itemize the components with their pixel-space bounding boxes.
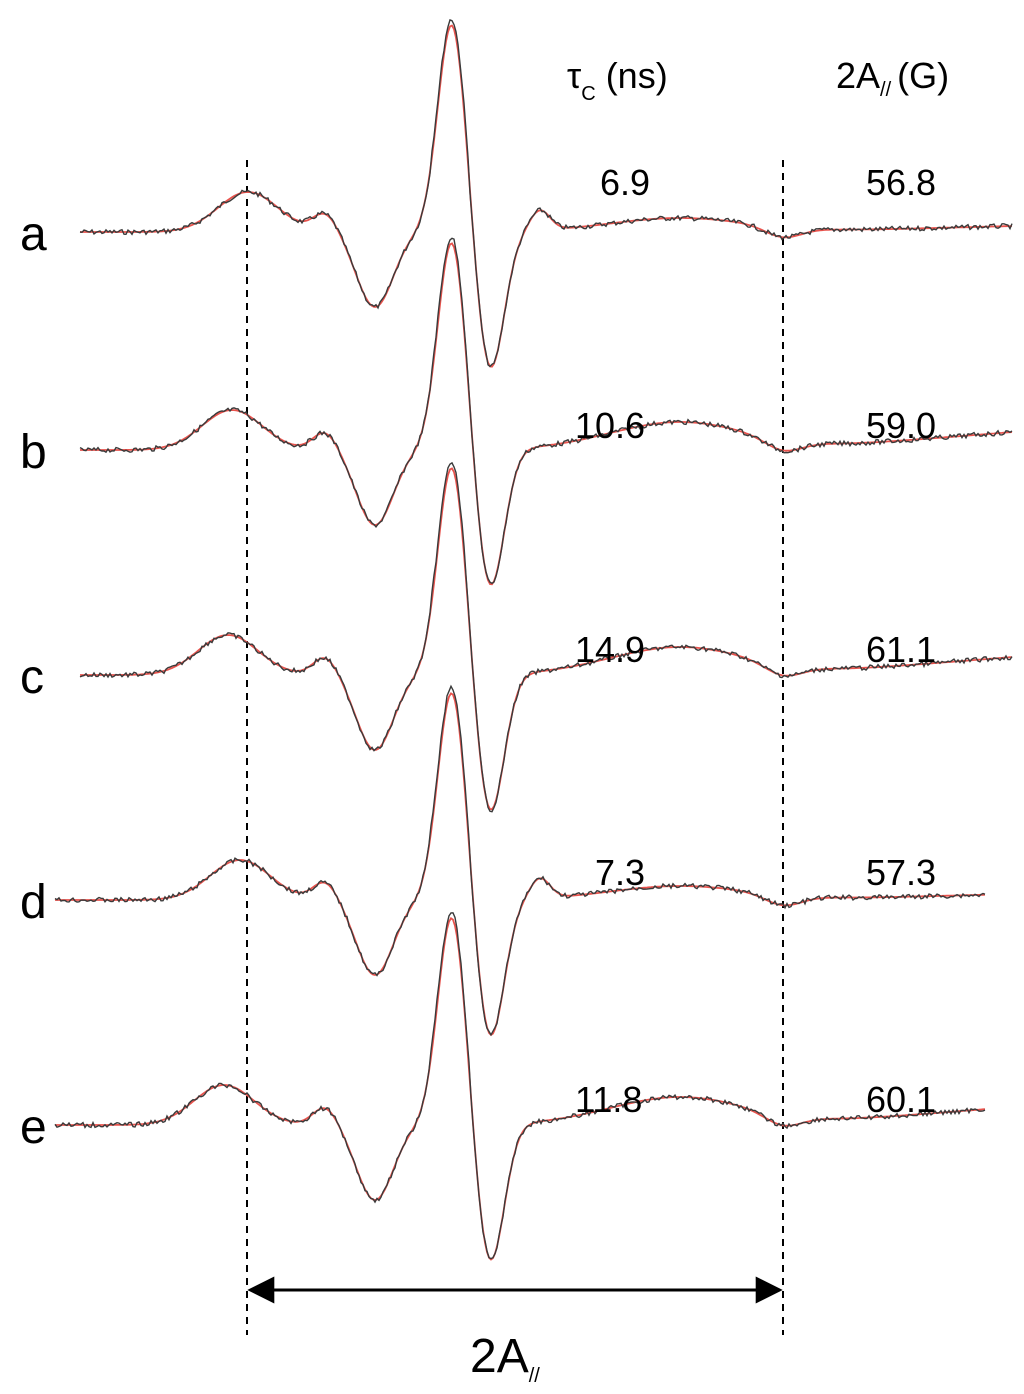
simulated-trace-e: [55, 917, 986, 1261]
two-a-subscript: //: [880, 79, 892, 101]
experimental-trace-c: [79, 461, 1013, 813]
tau-symbol: τ: [567, 55, 581, 96]
tau-c-value-e: 11.8: [575, 1079, 642, 1120]
spectrum-label-c: c: [20, 651, 44, 704]
spectrum-a: a 6.9 56.8: [20, 18, 1013, 368]
experimental-trace-a: [79, 18, 1013, 368]
simulated-trace-d: [55, 692, 986, 1037]
span-prefix: 2A: [470, 1330, 529, 1383]
spectrum-e: e 11.8 60.1: [20, 912, 986, 1261]
spectra-group: a 6.9 56.8 b 10.6 59.0 c 14.9 61.1 d 7.3 57.3 e 11.8 6…: [20, 18, 1013, 1261]
two-a-par-value-a: 56.8: [866, 162, 936, 203]
spectrum-b: b 10.6 59.0: [20, 237, 1013, 586]
spectrum-label-b: b: [20, 426, 47, 479]
two-a-par-value-d: 57.3: [866, 852, 936, 893]
span-subscript: //: [529, 1365, 541, 1387]
tau-c-value-d: 7.3: [595, 852, 645, 893]
two-a-unit: (G): [897, 55, 949, 96]
spectrum-c: c 14.9 61.1: [20, 461, 1013, 813]
spectrum-label-d: d: [20, 876, 47, 929]
tau-c-value-a: 6.9: [600, 162, 650, 203]
two-a-par-value-c: 61.1: [866, 629, 936, 670]
two-a-prefix: 2A: [836, 55, 880, 96]
spectrum-d: d 7.3 57.3: [20, 684, 986, 1037]
tau-c-value-c: 14.9: [575, 629, 645, 670]
tau-c-value-b: 10.6: [575, 405, 645, 446]
two-a-par-value-e: 60.1: [866, 1079, 936, 1120]
two-a-par-value-b: 59.0: [866, 405, 936, 446]
tau-subscript: C: [581, 83, 595, 105]
tau-c-header: τC (ns): [567, 55, 668, 105]
experimental-trace-b: [79, 237, 1013, 585]
experimental-trace-e: [54, 912, 986, 1260]
spectrum-label-a: a: [20, 208, 47, 261]
spectrum-label-e: e: [20, 1101, 47, 1154]
two-a-par-header: 2A//(G): [836, 55, 949, 101]
two-a-span-label: 2A//: [470, 1330, 540, 1387]
tau-unit: (ns): [606, 55, 668, 96]
experimental-trace-d: [54, 684, 986, 1037]
